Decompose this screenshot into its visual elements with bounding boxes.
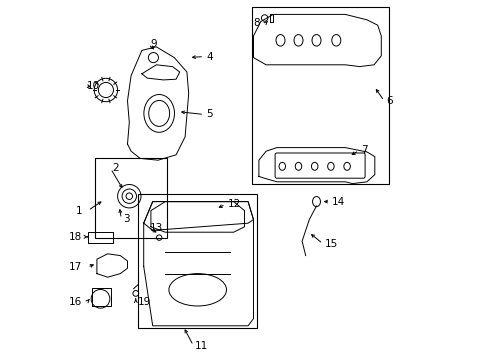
Text: 19: 19 [137, 297, 150, 307]
Text: 5: 5 [205, 109, 212, 120]
Text: 9: 9 [150, 39, 157, 49]
Text: 16: 16 [68, 297, 81, 307]
Text: 14: 14 [331, 197, 345, 207]
Text: 2: 2 [112, 163, 119, 174]
Text: 8: 8 [253, 18, 260, 28]
Text: 6: 6 [385, 96, 392, 106]
Bar [138, 194, 257, 328]
Text: 15: 15 [324, 239, 337, 249]
Bar [251, 7, 387, 184]
Text: 13: 13 [150, 222, 163, 233]
Bar [95, 158, 167, 238]
Text: 18: 18 [68, 232, 81, 242]
Text: 3: 3 [123, 214, 129, 224]
Text: 10: 10 [87, 81, 100, 91]
Text: 12: 12 [227, 199, 240, 210]
Text: 1: 1 [76, 206, 82, 216]
Text: 7: 7 [360, 145, 366, 156]
Text: 11: 11 [195, 341, 208, 351]
Text: 4: 4 [205, 51, 212, 62]
Text: 17: 17 [68, 262, 81, 272]
